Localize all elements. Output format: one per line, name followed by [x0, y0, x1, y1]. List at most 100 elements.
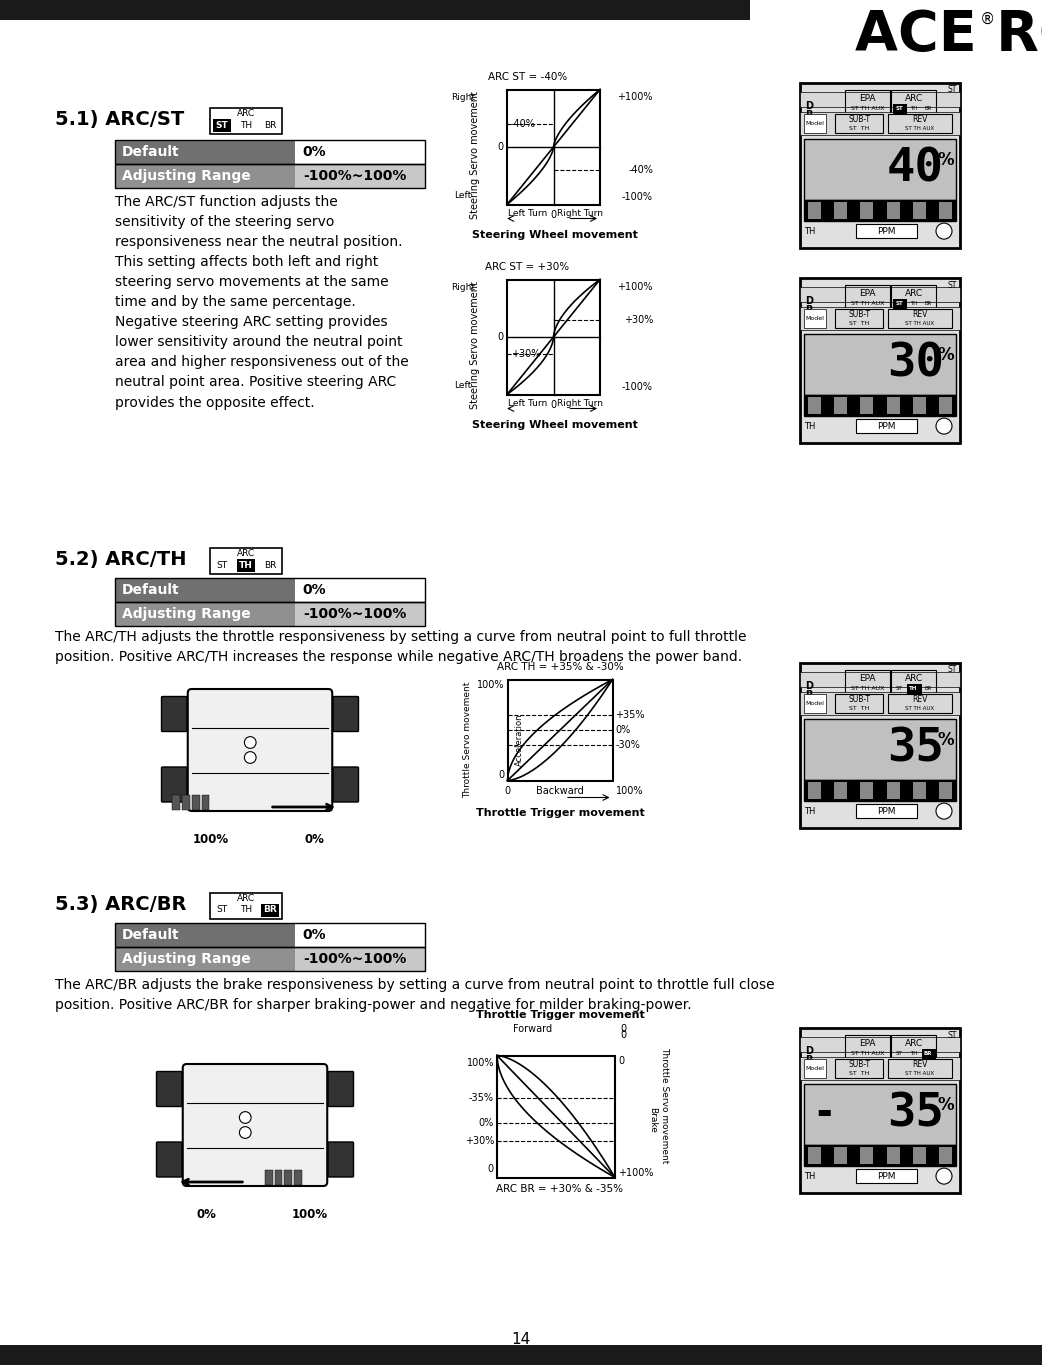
Bar — [804, 718, 956, 779]
Bar — [808, 202, 821, 220]
Text: 0: 0 — [620, 1029, 626, 1040]
Bar — [274, 1170, 282, 1185]
Text: BR: BR — [924, 302, 932, 306]
Text: ST TH AUX: ST TH AUX — [905, 321, 935, 326]
Bar — [804, 1145, 956, 1166]
Bar — [855, 419, 917, 433]
Text: Right Turn: Right Turn — [556, 400, 602, 408]
Text: TH: TH — [804, 227, 816, 236]
Bar — [295, 602, 425, 627]
Text: D: D — [805, 681, 813, 691]
Text: REV: REV — [913, 310, 927, 318]
Bar — [201, 794, 209, 809]
Text: -40%: -40% — [628, 165, 653, 175]
Bar — [836, 695, 884, 714]
Text: TH: TH — [239, 561, 253, 569]
Bar — [804, 199, 956, 221]
Text: 30: 30 — [887, 341, 944, 386]
Bar — [861, 397, 873, 414]
Bar — [836, 1059, 884, 1078]
Text: 5.2) ARC/TH: 5.2) ARC/TH — [55, 550, 187, 569]
Circle shape — [245, 752, 256, 763]
Text: EPA: EPA — [859, 1039, 875, 1048]
Text: -: - — [813, 1095, 860, 1133]
Text: -100%~100%: -100%~100% — [303, 169, 406, 183]
Text: -100%~100%: -100%~100% — [303, 607, 406, 621]
Text: TH: TH — [240, 120, 252, 130]
Bar — [213, 119, 231, 132]
Bar — [855, 804, 917, 818]
Bar — [808, 782, 821, 799]
Bar — [800, 307, 960, 330]
Text: BR: BR — [264, 120, 276, 130]
Text: SUB-T: SUB-T — [848, 310, 870, 318]
Text: Brake: Brake — [648, 1107, 658, 1133]
Bar — [845, 285, 890, 310]
Text: TH: TH — [240, 905, 252, 915]
Text: 100%: 100% — [193, 833, 229, 846]
Bar — [804, 310, 826, 329]
Bar — [835, 397, 847, 414]
Text: Throttle Trigger movement: Throttle Trigger movement — [475, 808, 644, 819]
Circle shape — [245, 737, 256, 748]
Text: 100%: 100% — [477, 680, 504, 689]
Text: Model: Model — [805, 121, 824, 126]
Text: %: % — [938, 345, 954, 364]
Bar — [887, 397, 899, 414]
Bar — [893, 299, 908, 308]
Text: Steering Wheel movement: Steering Wheel movement — [472, 231, 638, 240]
Text: 0: 0 — [620, 1024, 626, 1033]
Text: ST TH AUX: ST TH AUX — [850, 1051, 884, 1057]
Text: Acceleration: Acceleration — [515, 714, 524, 766]
Text: ST TH AUX: ST TH AUX — [905, 1072, 935, 1077]
Bar — [192, 794, 200, 809]
Bar — [115, 947, 295, 971]
FancyBboxPatch shape — [156, 1072, 182, 1107]
Bar — [855, 1168, 917, 1183]
Circle shape — [936, 418, 952, 434]
Bar — [115, 577, 295, 602]
Bar — [800, 82, 960, 247]
Text: TH: TH — [910, 1051, 917, 1057]
Bar — [891, 1035, 936, 1059]
Text: ST: ST — [216, 120, 228, 130]
Bar — [939, 202, 952, 220]
Text: Default: Default — [122, 145, 179, 158]
Bar — [855, 224, 917, 238]
Text: 5.1) ARC/ST: 5.1) ARC/ST — [55, 111, 184, 130]
Text: The ARC/BR adjusts the brake responsiveness by setting a curve from neutral poin: The ARC/BR adjusts the brake responsiven… — [55, 977, 774, 1011]
Text: ARC: ARC — [237, 109, 255, 117]
Text: Default: Default — [122, 583, 179, 597]
Circle shape — [240, 1111, 251, 1123]
Bar — [861, 1147, 873, 1164]
Bar — [939, 782, 952, 799]
Text: Throttle Servo movement: Throttle Servo movement — [661, 1047, 670, 1163]
Text: R: R — [805, 1055, 813, 1065]
Text: BR: BR — [264, 905, 277, 915]
Text: ST TH AUX: ST TH AUX — [850, 106, 884, 111]
Bar — [836, 115, 884, 134]
Text: BR: BR — [264, 561, 276, 569]
Text: -100%: -100% — [622, 381, 653, 392]
Text: 0: 0 — [504, 785, 511, 796]
Text: Steering Servo movement: Steering Servo movement — [470, 281, 480, 410]
Bar — [0, 1345, 1042, 1365]
Text: 0: 0 — [550, 209, 556, 220]
Bar — [800, 112, 960, 135]
Text: ARC: ARC — [904, 674, 922, 682]
Text: ARC ST = -40%: ARC ST = -40% — [488, 71, 567, 82]
Text: ST  TH: ST TH — [849, 706, 869, 711]
Bar — [115, 602, 425, 627]
Bar — [800, 673, 960, 687]
Text: ST TH AUX: ST TH AUX — [905, 127, 935, 131]
Text: Model: Model — [805, 1066, 824, 1072]
Bar — [913, 397, 926, 414]
Bar — [939, 397, 952, 414]
Text: R: R — [805, 109, 813, 120]
FancyBboxPatch shape — [182, 1063, 327, 1186]
FancyBboxPatch shape — [333, 767, 358, 803]
Text: Adjusting Range: Adjusting Range — [122, 607, 251, 621]
Text: REV: REV — [913, 115, 927, 124]
Text: 14: 14 — [512, 1332, 530, 1347]
Bar — [804, 1084, 956, 1145]
